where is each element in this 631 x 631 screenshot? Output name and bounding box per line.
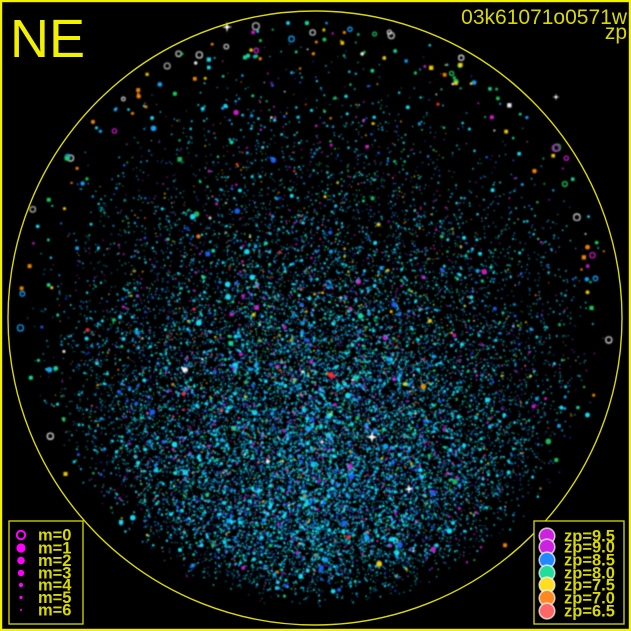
svg-text:03k61071o0571w: 03k61071o0571w — [461, 6, 628, 29]
svg-text:zp=6.5: zp=6.5 — [564, 602, 615, 620]
svg-text:NE: NE — [10, 9, 85, 69]
svg-text:m=6: m=6 — [38, 601, 71, 619]
svg-text:zp: zp — [605, 21, 627, 44]
